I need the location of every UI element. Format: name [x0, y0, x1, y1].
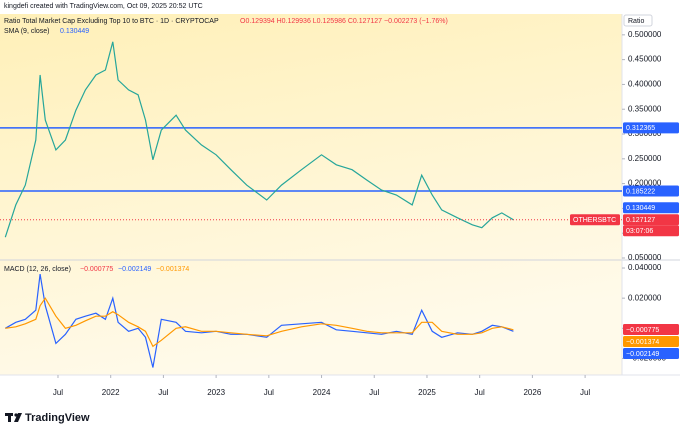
macd-title: MACD (12, 26, close) — [4, 266, 71, 273]
x-tick-label: Jul — [53, 388, 63, 397]
x-tick-label: 2026 — [523, 388, 541, 397]
symbol-box — [570, 214, 620, 226]
last-value-label: −0.000775 — [626, 327, 659, 334]
header: kingdefi created with TradingView.com, O… — [4, 3, 203, 10]
x-tick-label: 2022 — [102, 388, 120, 397]
legend-value: −0.002149 — [118, 266, 151, 273]
brand: TradingView — [25, 412, 90, 424]
scale-label[interactable]: Ratio — [628, 18, 644, 25]
last-value-label: −0.002149 — [626, 351, 659, 358]
countdown-box — [623, 225, 679, 237]
y-tick-label: 0.400000 — [628, 80, 662, 89]
last-value-label-box — [623, 347, 679, 359]
x-tick-label: Jul — [475, 388, 485, 397]
last-price-label-box — [623, 214, 679, 226]
legend-value: −0.000775 — [80, 266, 113, 273]
sma-label-box — [623, 202, 679, 214]
last-value-label-box — [623, 335, 679, 347]
x-tick-label: Jul — [264, 388, 274, 397]
tradingview-logo: TradingView — [5, 412, 90, 424]
x-tick-label: Jul — [580, 388, 590, 397]
y-tick-label: 0.350000 — [628, 104, 662, 113]
hline-label-box — [623, 185, 679, 197]
y-tick-label: 0.020000 — [628, 293, 662, 302]
chart-title: Ratio Total Market Cap Excluding Top 10 … — [4, 18, 219, 25]
ohlc: O0.129394 H0.129936 L0.125986 C0.127127 … — [240, 18, 448, 25]
y-tick-label: 0.500000 — [628, 30, 662, 39]
last-value-label: −0.001374 — [626, 339, 659, 346]
y-tick-label: 0.050000 — [628, 253, 662, 262]
x-tick-label: 2023 — [207, 388, 225, 397]
y-tick-label: 0.300000 — [628, 129, 662, 138]
countdown: 03:07:06 — [626, 228, 653, 235]
x-tick-label: 2025 — [418, 388, 436, 397]
y-tick-label: 0.250000 — [628, 154, 662, 163]
hline-label-box — [623, 122, 679, 134]
legend-value: −0.001374 — [156, 266, 189, 273]
sma-label: 0.130449 — [626, 205, 655, 212]
y-tick-label: 0.450000 — [628, 55, 662, 64]
plot-background — [0, 14, 622, 375]
series-line — [4, 41, 514, 238]
hline-label: 0.312365 — [626, 125, 655, 132]
indicator-value: 0.130449 — [60, 28, 89, 35]
series-line — [5, 297, 514, 348]
indicator-name: SMA (9, close) — [4, 28, 50, 35]
last-price-label: 0.127127 — [626, 217, 655, 224]
y-tick-label: 0.040000 — [628, 263, 662, 272]
hline-label: 0.185222 — [626, 188, 655, 195]
scale-button[interactable] — [623, 14, 653, 27]
y-tick-label: 0.200000 — [628, 179, 662, 188]
x-tick-label: 2024 — [313, 388, 331, 397]
x-tick-label: Jul — [369, 388, 379, 397]
symbol: OTHERSBTC — [573, 217, 616, 224]
x-tick-label: Jul — [158, 388, 168, 397]
last-value-label-box — [623, 323, 679, 335]
series-line — [5, 274, 514, 368]
